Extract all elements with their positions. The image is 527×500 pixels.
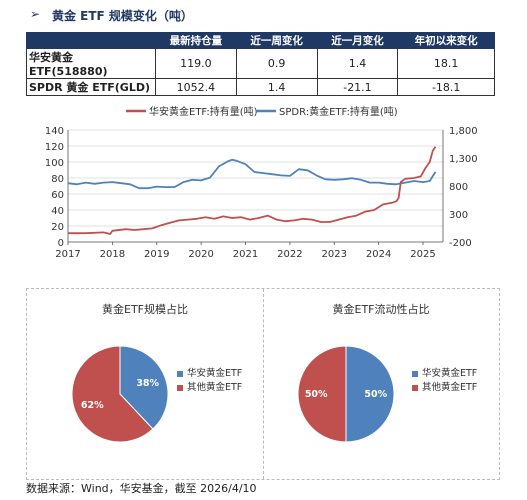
liquidity-pie-chart: 50% 50% [297, 345, 395, 443]
series-line-huaan [68, 146, 437, 235]
legend-swatch-blue [412, 370, 418, 377]
table-cell: -18.1 [397, 78, 495, 96]
legend-label: 其他黄金ETF [187, 382, 243, 393]
x-tick-label: 2025 [410, 249, 435, 260]
arrow-bullet-icon: ➢ [30, 7, 41, 21]
table-cell-name: SPDR 黄金 ETF(GLD) [26, 78, 156, 96]
pie-title-liquidity: 黄金ETF流动性占比 [332, 303, 430, 316]
table-cell: 18.1 [397, 48, 495, 79]
legend-swatch-red [177, 384, 183, 391]
x-tick-label: 2021 [233, 249, 258, 260]
pie-slice [345, 345, 395, 443]
legend-item: 其他黄金ETF [177, 381, 242, 395]
pie-slice [297, 345, 347, 443]
panel-divider [263, 289, 264, 479]
y-left-tick-label: 120 [45, 142, 64, 153]
x-tick-label: 2023 [322, 249, 347, 260]
pie-title-scale: 黄金ETF规模占比 [102, 303, 188, 316]
x-tick-label: 2018 [100, 249, 125, 260]
legend-swatch-blue [177, 370, 183, 377]
table-header: 近一月变化 [316, 32, 399, 49]
y-left-tick-label: 20 [51, 222, 64, 233]
y-left-tick-label: 80 [51, 174, 64, 185]
holdings-line-chart: 华安黄金ETF:持有量(吨) SPDR:黄金ETF:持有量(吨) 0 20 40 60 80… [45, 105, 478, 260]
y-left-tick-label: 60 [51, 190, 64, 201]
y-right-tick-label: 1,300 [449, 154, 478, 165]
legend-label-spdr: SPDR:黄金ETF:持有量(吨) [279, 105, 398, 118]
y-left-tick-label: 140 [45, 126, 64, 137]
pie-slice [71, 345, 154, 443]
table-header [26, 32, 156, 49]
table-cell: -21.1 [316, 78, 399, 96]
y-right-tick-label: 300 [449, 210, 468, 221]
legend-swatch-red [412, 384, 418, 391]
table-cell: 0.9 [235, 48, 318, 79]
table-header: 年初以来变化 [397, 32, 495, 49]
table-cell: 1052.4 [155, 78, 237, 96]
series-line-spdr [67, 158, 437, 190]
data-source-note: 数据来源：Wind，华安基金，截至 2026/4/10 [26, 482, 257, 495]
holdings-table: 最新持仓量 近一周变化 近一月变化 年初以来变化 华安黄金 ETF(518880… [26, 32, 495, 96]
legend-item: 其他黄金ETF [412, 381, 477, 395]
x-tick-label: 2019 [144, 249, 169, 260]
legend-label: 其他黄金ETF [422, 382, 478, 393]
pie-slice [119, 345, 169, 430]
table-header: 最新持仓量 [155, 32, 237, 49]
legend-label: 华安黄金ETF [422, 368, 478, 379]
x-tick-label: 2024 [366, 249, 391, 260]
pie-value-label: 62% [81, 400, 104, 411]
pie-value-label: 38% [136, 378, 159, 389]
table-header-row: 最新持仓量 近一周变化 近一月变化 年初以来变化 [26, 32, 495, 49]
x-tick-label: 2020 [188, 249, 213, 260]
x-tick-label: 2022 [277, 249, 302, 260]
legend-label: 华安黄金ETF [187, 368, 243, 379]
x-tick-label: 2017 [55, 249, 80, 260]
y-left-tick-label: 40 [51, 206, 64, 217]
legend-label-huaan: 华安黄金ETF:持有量(吨) [149, 105, 258, 118]
pie-legend-scale: 华安黄金ETF 其他黄金ETF [177, 367, 242, 395]
section-title-text: 黄金 ETF 规模变化（吨） [52, 9, 193, 23]
legend-item: 华安黄金ETF [412, 367, 477, 381]
legend-item: 华安黄金ETF [177, 367, 242, 381]
table-cell: 119.0 [155, 48, 237, 79]
pie-value-label: 50% [364, 389, 387, 400]
pie-charts-panel: 黄金ETF规模占比 38% 62% 华安黄金ETF 其他黄金ETF 黄金ETF流动… [26, 288, 500, 480]
table-cell: 1.4 [235, 78, 318, 96]
scale-pie-chart: 38% 62% [71, 345, 169, 443]
table-row: 华安黄金 ETF(518880) 119.0 0.9 1.4 18.1 [26, 48, 495, 79]
table-cell: 1.4 [316, 48, 399, 79]
y-right-tick-label: 1,800 [449, 126, 478, 137]
y-right-tick-label: -200 [449, 238, 472, 249]
y-left-tick-label: 0 [58, 238, 64, 249]
pie-value-label: 50% [305, 389, 328, 400]
section-title: ➢ 黄金 ETF 规模变化（吨） [30, 7, 193, 24]
table-cell-name: 华安黄金 ETF(518880) [26, 48, 156, 79]
table-row: SPDR 黄金 ETF(GLD) 1052.4 1.4 -21.1 -18.1 [26, 78, 495, 96]
table-header: 近一周变化 [235, 32, 318, 49]
y-left-tick-label: 100 [45, 158, 64, 169]
y-right-tick-label: 800 [449, 182, 468, 193]
pie-legend-liquidity: 华安黄金ETF 其他黄金ETF [412, 367, 477, 395]
